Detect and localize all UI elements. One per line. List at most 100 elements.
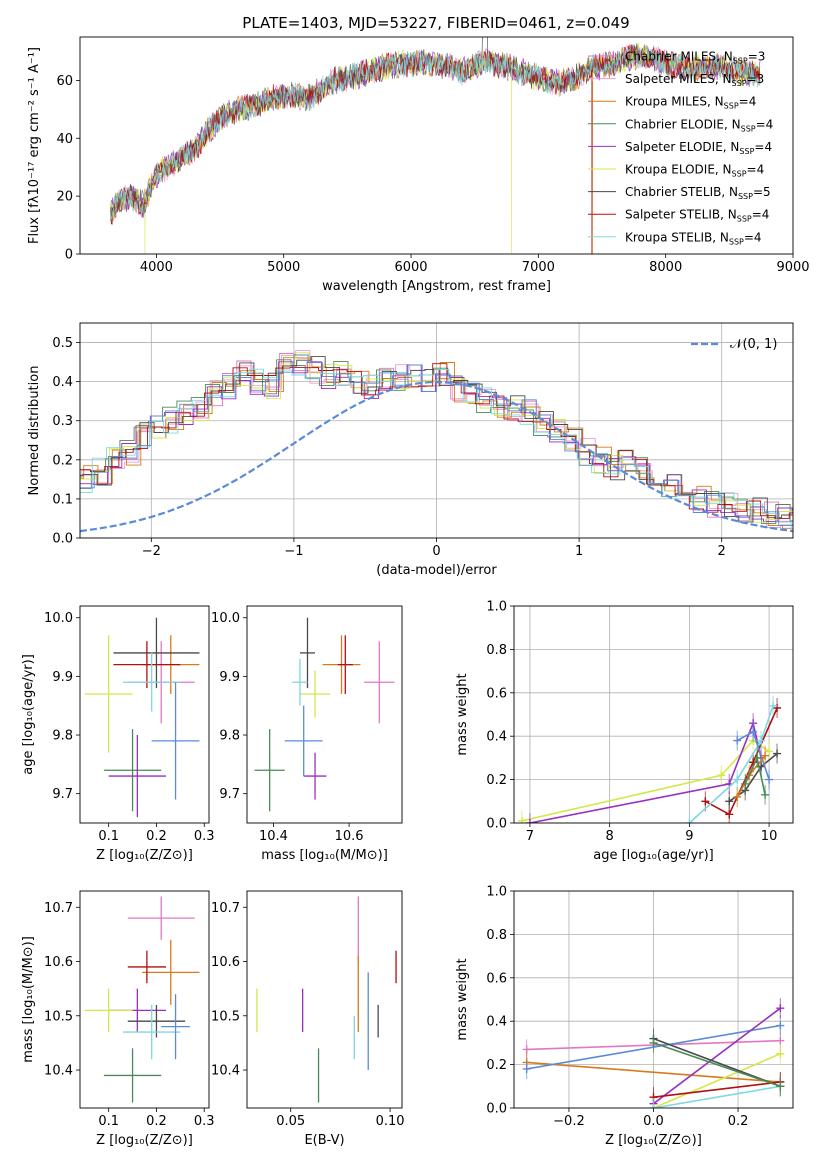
y-tick-label: 0.0	[486, 817, 507, 832]
y-tick-label: 9.8	[52, 729, 73, 744]
plot-area	[514, 891, 793, 1108]
chart-age-vs-mass: 10.4 10.6 9.7 9.8 9.9 10.0 mass [log₁₀(M/M⊙)]	[211, 605, 403, 863]
chart-residuals: 𝒩(0, 1) −2 −1 0 1 2 0.0 0.1 0.2 0.3 0.4 0.5 (data-mo…	[27, 322, 794, 578]
y-tick-label: 0.2	[52, 453, 73, 468]
axes-frame	[79, 605, 210, 824]
y-tick-label: 0.1	[52, 492, 73, 507]
y-tick-label: 10.0	[211, 611, 240, 626]
y-tick-label: 10.4	[44, 1064, 73, 1079]
x-axis-label: Z [log₁₀(Z/Z⊙)]	[605, 1133, 702, 1148]
legend-label: Kroupa MILES, NSSP=4	[625, 95, 756, 111]
weight-line	[653, 1085, 781, 1108]
x-tick-label: 0.0	[643, 1114, 664, 1129]
y-tick-label: 0	[65, 248, 73, 263]
legend-subscript: SSP	[739, 147, 754, 156]
plot-area	[84, 617, 200, 818]
axes-frame	[79, 36, 794, 255]
y-axis-label: Normed distribution	[27, 366, 42, 496]
legend-count: =4	[752, 208, 770, 222]
legend-subscript: SSP	[732, 170, 747, 179]
legend-label: Kroupa STELIB, NSSP=4	[625, 230, 762, 246]
x-axis-label: Z [log₁₀(Z/Z⊙)]	[96, 848, 193, 863]
legend-count: =3	[748, 50, 766, 64]
legend-subscript: SSP	[729, 237, 744, 246]
x-tick-label: 1	[575, 544, 583, 559]
y-tick-label: 20	[56, 190, 73, 205]
y-axis-label: Flux [fλ10⁻¹⁷ erg cm⁻² s⁻¹ A⁻¹]	[27, 47, 42, 244]
legend-count: =3	[747, 72, 765, 86]
legend-subscript: SSP	[724, 102, 739, 111]
spectrum-line	[110, 46, 761, 220]
residual-histogram	[80, 363, 793, 520]
x-tick-label: 0.3	[194, 829, 215, 844]
axes-frame	[513, 605, 794, 824]
y-tick-label: 0.2	[486, 1058, 507, 1073]
legend-label: Salpeter MILES, NSSP=3	[625, 72, 764, 88]
x-tick-label: 0.10	[376, 1114, 405, 1129]
x-tick-label: 0.05	[276, 1114, 305, 1129]
x-axis-label: wavelength [Angstrom, rest frame]	[322, 279, 551, 294]
weight-line	[653, 1053, 781, 1108]
legend-subscript: SSP	[737, 215, 752, 224]
x-tick-label: 4000	[140, 260, 173, 275]
y-axis-label: mass weight	[455, 958, 470, 1040]
y-tick-label: 0.0	[486, 1102, 507, 1117]
plot-area	[110, 37, 761, 254]
legend-label: 𝒩(0, 1)	[730, 337, 777, 352]
x-tick-label: 10.4	[259, 829, 288, 844]
weight-line	[526, 1061, 781, 1083]
residual-histogram	[80, 368, 793, 533]
y-tick-label: 10.5	[44, 1009, 73, 1024]
legend-label: Chabrier STELIB, NSSP=5	[625, 185, 771, 201]
x-tick-label: 7	[526, 829, 534, 844]
x-tick-label: 0.1	[98, 829, 119, 844]
legend-subscript: SSP	[732, 79, 747, 88]
chart-age-vs-Z: 0.1 0.2 0.3 9.7 9.8 9.9 10.0 Z [log₁₀(Z/Z⊙)] age…	[21, 605, 215, 863]
y-tick-label: 1.0	[486, 885, 507, 900]
y-tick-label: 10.6	[44, 955, 73, 970]
x-tick-label: 0	[432, 544, 440, 559]
x-tick-label: 8	[606, 829, 614, 844]
x-tick-label: 0.2	[728, 1114, 749, 1129]
y-tick-label: 9.9	[52, 670, 73, 685]
x-tick-label: 2	[718, 544, 726, 559]
legend-subscript: SSP	[738, 192, 753, 201]
y-tick-label: 0.8	[486, 928, 507, 943]
weight-line	[529, 720, 762, 823]
plot-area	[256, 896, 397, 1103]
weight-line	[653, 1042, 781, 1088]
x-tick-label: 10	[761, 829, 778, 844]
x-axis-label: age [log₁₀(age/yr)]	[593, 848, 714, 863]
legend-label: Kroupa ELODIE, NSSP=4	[625, 163, 764, 179]
legend-label: Chabrier ELODIE, NSSP=4	[625, 117, 773, 133]
y-tick-label: 10.7	[211, 901, 240, 916]
x-tick-label: 9	[685, 829, 693, 844]
x-axis-label: mass [log₁₀(M/M⊙)]	[261, 848, 388, 863]
y-tick-label: 0.4	[52, 375, 73, 390]
y-tick-label: 9.7	[52, 787, 73, 802]
chart-mass-vs-EBV: 0.05 0.10 10.4 10.5 10.6 10.7 E(B-V)	[211, 890, 405, 1148]
y-axis-label: age [log₁₀(age/yr)]	[21, 654, 36, 775]
x-tick-label: 10.6	[335, 829, 364, 844]
y-tick-label: 10.7	[44, 901, 73, 916]
legend-count: =4	[747, 163, 765, 177]
y-tick-label: 10.6	[211, 955, 240, 970]
y-tick-label: 9.9	[219, 670, 240, 685]
normal-curve	[80, 380, 793, 533]
y-tick-label: 60	[56, 74, 73, 89]
y-tick-label: 10.4	[211, 1064, 240, 1079]
x-tick-label: 7000	[522, 260, 555, 275]
y-tick-label: 0.4	[486, 1015, 507, 1030]
y-tick-label: 40	[56, 132, 73, 147]
plot-area	[514, 606, 793, 823]
legend-count: =4	[739, 95, 757, 109]
axes-frame	[246, 605, 403, 824]
x-tick-label: 0.2	[146, 1114, 167, 1129]
y-tick-label: 0.8	[486, 643, 507, 658]
x-tick-label: 0.3	[194, 1114, 215, 1129]
y-tick-label: 10.0	[44, 611, 73, 626]
y-axis-label: mass weight	[455, 673, 470, 755]
chart-weight-vs-Z: −0.2 0.0 0.2 0.0 0.2 0.4 0.6 0.8 1.0 Z [log₁₀(Z/Z…	[455, 885, 794, 1148]
axes-frame	[79, 890, 210, 1109]
